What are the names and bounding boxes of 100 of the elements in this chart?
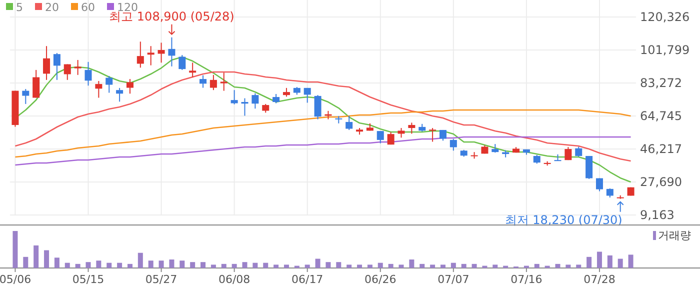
legend-label: 20 (45, 1, 59, 14)
x-tick-label: 06/17 (292, 273, 324, 286)
bar (450, 262, 456, 268)
candlestick (74, 59, 82, 76)
candlestick (596, 178, 603, 192)
candlestick (106, 76, 113, 94)
candlestick (84, 61, 92, 86)
candlestick (575, 146, 582, 158)
bar (618, 258, 623, 268)
bar (86, 262, 91, 268)
candlestick (346, 115, 353, 130)
bar (304, 264, 310, 268)
bar (75, 264, 80, 268)
y-tick-label: 120,326 (640, 10, 690, 24)
bar (388, 264, 394, 268)
annotation: 최저 18,230 (07/30) (504, 212, 622, 227)
bar (96, 260, 102, 268)
bar (378, 262, 383, 268)
candlestick (304, 87, 311, 104)
bar (492, 264, 498, 268)
candlestick (272, 93, 280, 104)
x-tick-label: 07/07 (438, 273, 470, 286)
candlestick (335, 116, 342, 124)
bar (106, 262, 112, 268)
candlestick (376, 130, 384, 144)
bar (169, 259, 174, 268)
bar (357, 264, 362, 268)
candlestick (158, 42, 165, 64)
bar (23, 256, 28, 268)
bar (210, 264, 216, 268)
bar (127, 264, 132, 268)
y-tick-label: 27,690 (640, 175, 682, 189)
bar (190, 262, 196, 268)
bar (117, 262, 122, 268)
bar (628, 254, 634, 268)
bar (472, 264, 477, 268)
candlestick (230, 90, 238, 105)
bar (158, 260, 164, 268)
bar (148, 260, 154, 268)
candlestick (450, 138, 457, 152)
y-tick-label: 9,163 (640, 208, 674, 222)
x-tick-label: 05/15 (72, 273, 104, 286)
candlestick (136, 41, 144, 68)
bar (398, 264, 404, 268)
y-tick-label: 101,799 (640, 43, 690, 57)
bar (367, 264, 372, 268)
x-tick-label: 06/26 (364, 273, 396, 286)
bar (461, 264, 466, 268)
bar (420, 264, 425, 268)
bar (12, 231, 18, 268)
candlestick (210, 74, 217, 91)
legend-label: 5 (16, 1, 23, 14)
bar (252, 262, 258, 268)
bar (409, 259, 414, 268)
candlestick (116, 87, 124, 102)
x-tick-label: 07/16 (510, 273, 542, 286)
bar (315, 258, 320, 268)
bar (64, 262, 70, 268)
candlestick (398, 128, 405, 138)
candlestick (32, 69, 40, 98)
x-tick-label: 05/06 (0, 273, 32, 286)
bar (44, 250, 50, 268)
bar (336, 262, 342, 268)
bar (34, 245, 39, 268)
bar (180, 260, 185, 268)
bar (242, 262, 248, 268)
candlestick (126, 78, 134, 94)
y-tick-label: 64,745 (640, 109, 682, 123)
bar (138, 252, 143, 268)
bar (326, 262, 331, 268)
bar (54, 258, 60, 268)
y-tick-label: 83,272 (640, 76, 682, 90)
line-series (14, 71, 632, 162)
bar (607, 255, 612, 268)
candlestick (64, 64, 71, 80)
candlestick (564, 146, 572, 161)
candlestick (220, 72, 228, 92)
x-tick-label: 07/28 (584, 273, 616, 286)
candlestick (22, 88, 30, 104)
y-tick-label: 46,217 (640, 142, 682, 156)
candlestick (429, 128, 436, 142)
bar (440, 264, 446, 268)
candlestick (43, 46, 50, 80)
candlestick (200, 74, 207, 88)
candlestick (586, 155, 593, 180)
bar (346, 264, 352, 268)
bar (586, 256, 592, 268)
bar (274, 264, 279, 268)
candlestick (241, 98, 248, 116)
bar (263, 262, 268, 268)
candlestick (408, 122, 416, 134)
x-tick-label: 05/27 (145, 273, 178, 286)
bar (534, 264, 540, 268)
bar (232, 264, 237, 268)
candlestick (95, 80, 102, 98)
candlestick (53, 52, 60, 80)
candlestick (252, 92, 259, 110)
candlestick (168, 36, 176, 67)
bar (221, 264, 226, 268)
candlestick (178, 54, 186, 70)
